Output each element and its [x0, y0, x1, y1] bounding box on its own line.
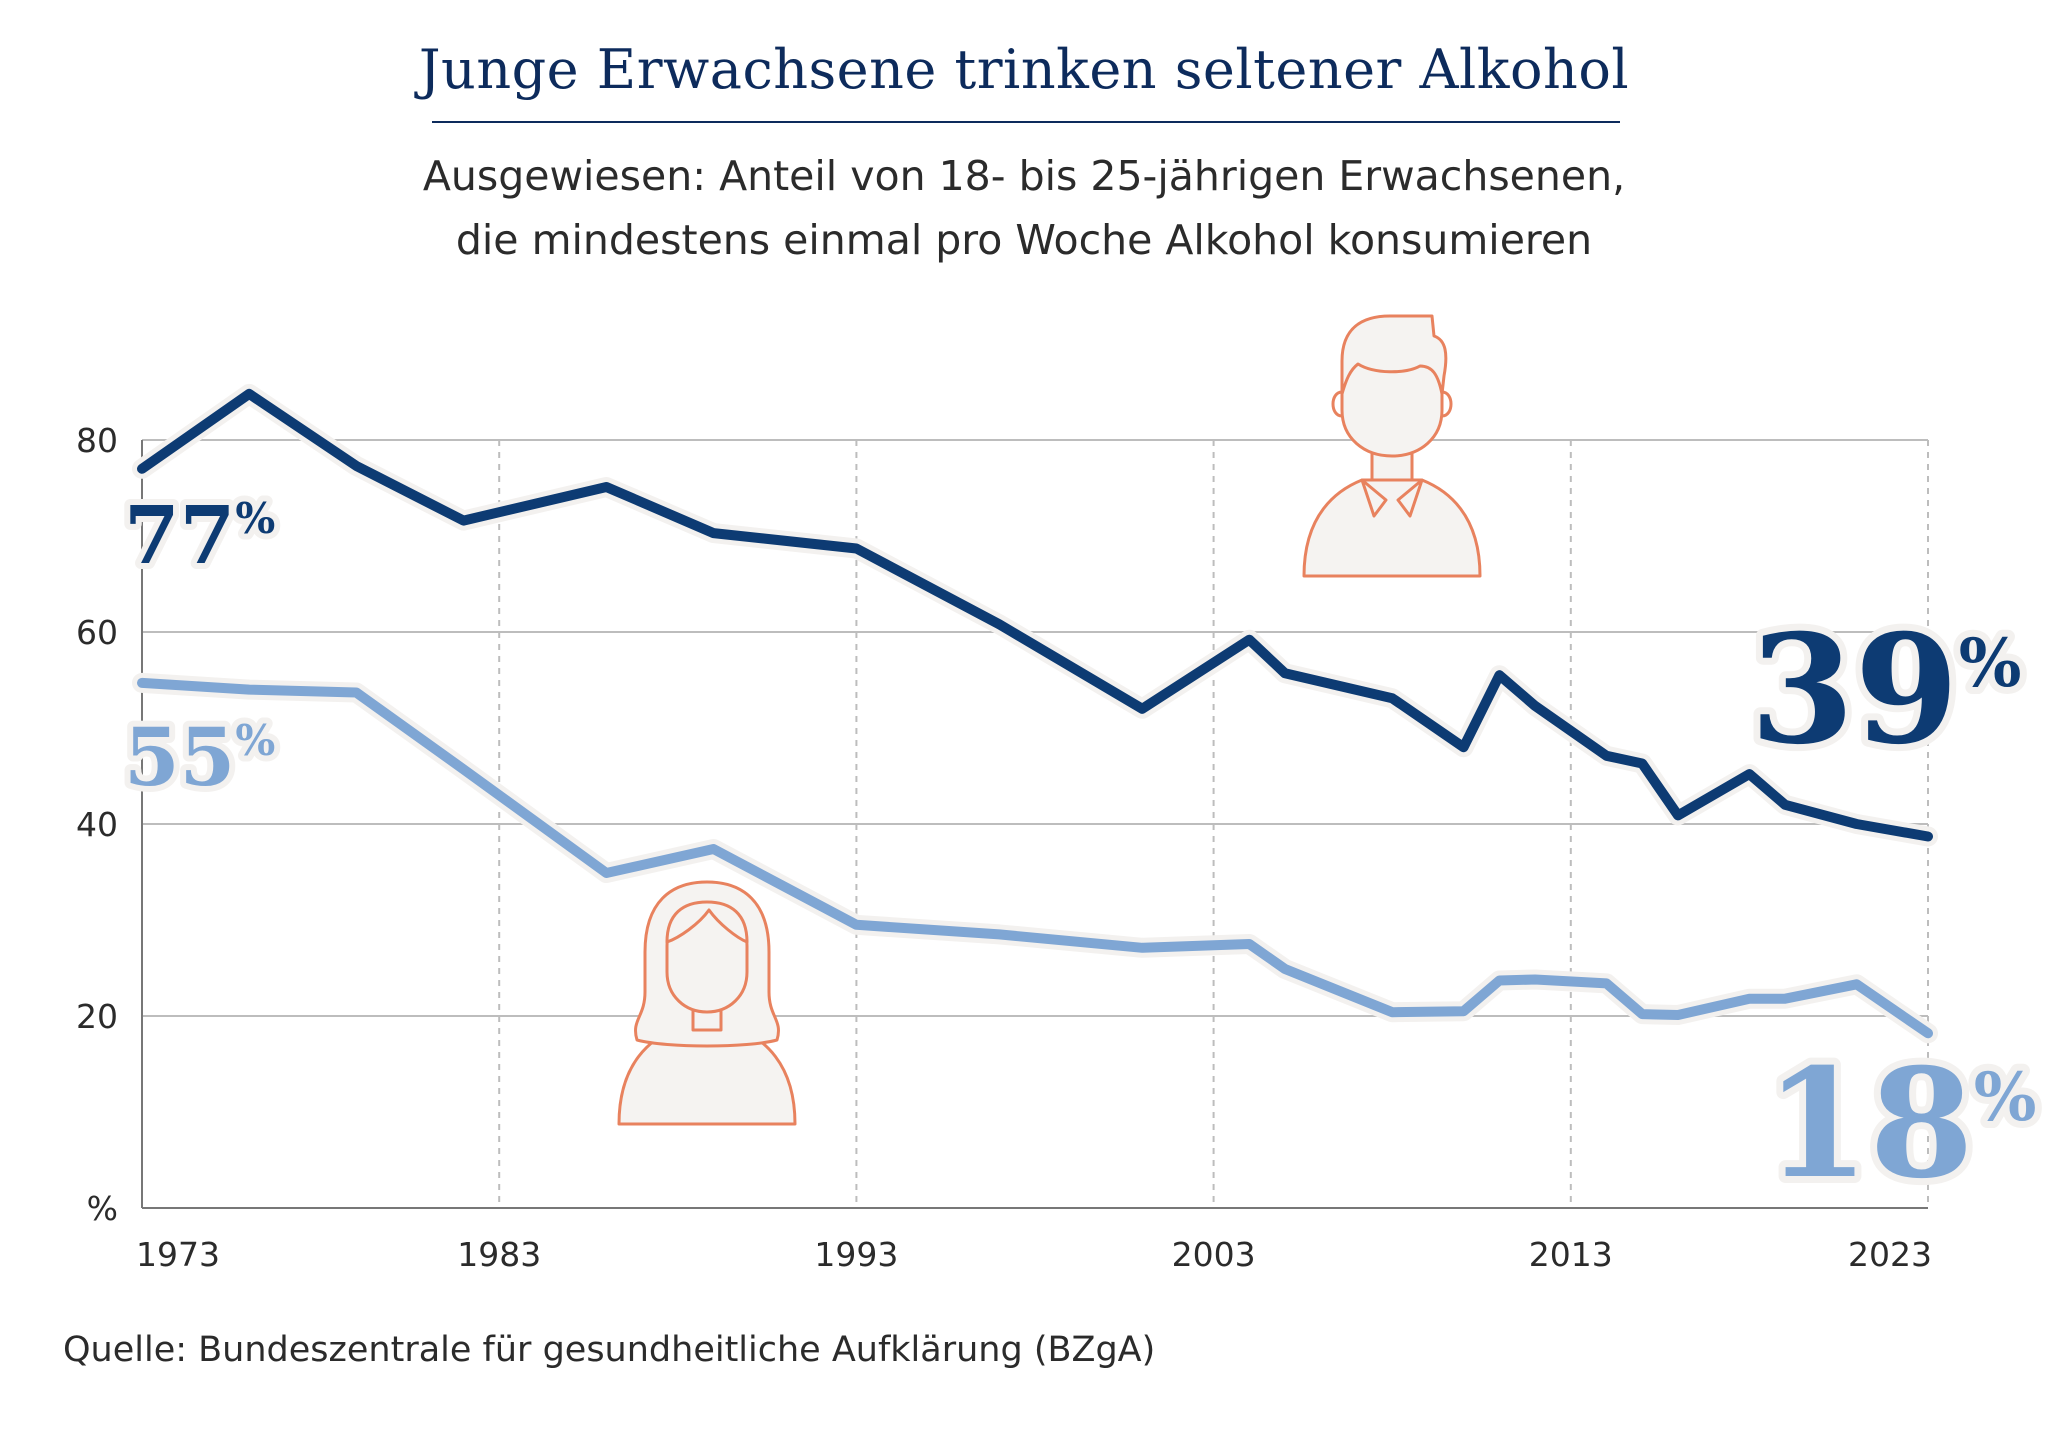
women-start-label: 55% — [124, 710, 275, 804]
men-start-label: 77% — [124, 488, 275, 582]
men-end-value: 39 — [1750, 602, 1959, 778]
men-end-label: 39% — [1750, 602, 2021, 778]
series-halo-men — [132, 383, 1938, 847]
chart-subtitle-line-1: Ausgewiesen: Anteil von 18- bis 25-jähri… — [422, 152, 1626, 200]
x-tick-label-2003: 2003 — [1172, 1235, 1256, 1274]
x-tick-label-1993: 1993 — [814, 1235, 898, 1274]
series — [132, 383, 1938, 1044]
man-icon — [1302, 314, 1482, 578]
chart-subtitle-line-2: die mindestens einmal pro Woche Alkohol … — [455, 216, 1593, 264]
x-axis-ticks: 1973 1983 1993 2003 2013 2023 — [136, 1235, 1932, 1274]
title-underline — [432, 121, 1620, 123]
women-end-percent-sign: % — [1974, 1058, 2037, 1136]
y-tick-label-80: 80 — [76, 421, 118, 460]
chart-title: Junge Erwachsene trinken seltener Alkoho… — [418, 38, 1630, 101]
women-start-value: 55 — [124, 710, 235, 804]
y-tick-label-60: 60 — [76, 613, 118, 652]
women-end-label: 18% — [1765, 1036, 2036, 1212]
y-tick-label-40: 40 — [76, 805, 118, 844]
woman-icon — [617, 880, 797, 1126]
x-tick-label-1983: 1983 — [457, 1235, 541, 1274]
women-end-value: 18 — [1765, 1036, 1974, 1212]
women-start-percent-sign: % — [235, 716, 275, 765]
men-end-percent-sign: % — [1959, 624, 2022, 702]
y-tick-label-20: 20 — [76, 997, 118, 1036]
x-tick-label-2023: 2023 — [1848, 1235, 1932, 1274]
x-tick-label-2013: 2013 — [1529, 1235, 1613, 1274]
y-axis-ticks: 80 60 40 20% — [76, 421, 118, 1228]
y-unit-label: % — [87, 1189, 118, 1228]
grid — [141, 439, 1929, 1209]
source-note: Quelle: Bundeszentrale für gesundheitlic… — [63, 1330, 1156, 1370]
value-labels: 77% 55% 39% 18% — [118, 482, 2043, 1219]
men-start-percent-sign: % — [235, 494, 275, 543]
series-line-women — [137, 677, 1933, 1039]
x-tick-label-1973: 1973 — [136, 1235, 220, 1274]
series-line-men — [137, 388, 1933, 842]
men-start-value: 77 — [124, 488, 235, 582]
